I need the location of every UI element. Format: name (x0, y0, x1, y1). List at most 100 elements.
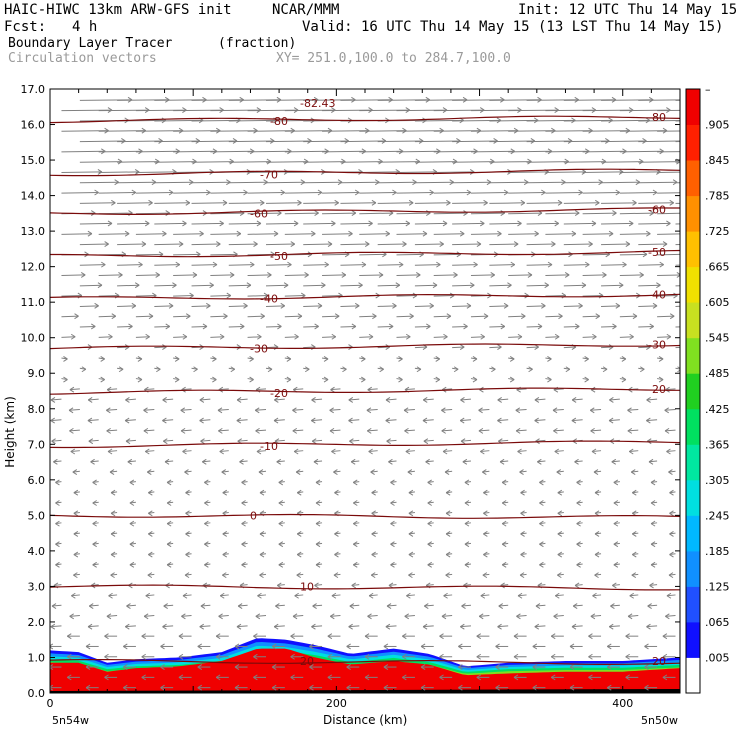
wind-vector (601, 241, 631, 247)
wind-vector (629, 592, 639, 599)
axes: 0.0 1.0 2.0 3.0 4.0 5.0 6.0 7.0 8.0 9.0 10.0 11.0 12… (21, 83, 681, 710)
wind-vector (309, 643, 323, 650)
wind-vector (420, 664, 434, 670)
wind-vector (482, 469, 490, 476)
wind-vector (210, 272, 235, 278)
wind-vector (470, 333, 485, 340)
wind-vector (458, 643, 471, 650)
wind-vector (275, 603, 285, 609)
wind-vector (215, 674, 229, 681)
wind-vector (489, 158, 532, 165)
wind-vector (228, 199, 265, 206)
wind-vector (265, 323, 282, 330)
wind-vector (346, 664, 360, 670)
wind-vector (545, 210, 580, 217)
wind-vector (464, 520, 472, 527)
wind-vector (408, 572, 415, 579)
wind-vector (200, 438, 211, 445)
wind-vector (499, 458, 509, 465)
colorbar-top-label: – (705, 83, 711, 96)
wind-vector (571, 397, 583, 403)
wind-vector (563, 158, 607, 165)
wind-vector (516, 613, 527, 620)
wind-vector (185, 530, 192, 537)
colorbar-swatch (686, 479, 700, 516)
wind-vector (366, 407, 378, 414)
wind-vector (657, 356, 664, 362)
wind-vector (125, 397, 136, 403)
y-tick-label: 14.0 (21, 190, 46, 203)
wind-vector (571, 623, 583, 630)
wind-vector (590, 386, 602, 393)
wind-vector (117, 199, 153, 206)
wind-vector (296, 572, 304, 579)
contour-label: 20 (652, 655, 666, 668)
wind-vector (55, 541, 62, 548)
wind-vector (513, 653, 527, 660)
wind-vector (79, 261, 106, 268)
colorbar-swatch (686, 302, 700, 339)
wind-vector (110, 551, 118, 558)
wind-vector (462, 458, 472, 465)
wind-vector (427, 561, 434, 568)
wind-vector (184, 572, 192, 579)
wind-vector (439, 633, 453, 640)
wind-vector (443, 592, 453, 599)
y-tick-label: 17.0 (21, 83, 46, 96)
wind-vector (675, 366, 680, 373)
wind-vector (582, 230, 614, 237)
wind-vector (239, 458, 248, 465)
wind-vector (330, 613, 341, 620)
wind-vector (79, 241, 109, 247)
wind-vector (555, 592, 564, 599)
wind-vector (470, 356, 478, 362)
wind-vector (625, 633, 639, 640)
wind-vector (191, 220, 224, 227)
field-name: Boundary Layer Tracer (8, 36, 173, 51)
contour-label: -50 (648, 246, 666, 259)
wind-vector (664, 407, 676, 414)
wind-vector (427, 500, 434, 506)
wind-vector (593, 469, 602, 476)
wind-vector (236, 417, 248, 424)
wind-vector (123, 664, 136, 670)
colorbar-label: .605 (705, 296, 730, 309)
wind-vector (476, 653, 490, 660)
colorbar-swatch (686, 550, 700, 587)
wind-vector (613, 500, 620, 506)
wind-vector (353, 561, 360, 568)
wind-vector (228, 158, 272, 165)
wind-vector (608, 417, 620, 424)
contour-label: 0 (250, 509, 257, 522)
wind-vector (545, 230, 577, 237)
wind-vector (258, 469, 267, 476)
wind-vector (520, 489, 527, 496)
wind-vector (87, 417, 99, 424)
wind-vector (591, 448, 602, 455)
wind-vector (202, 458, 211, 465)
wind-vector (329, 427, 341, 434)
contour-label: -10 (260, 440, 278, 453)
colorbar-label: .425 (705, 403, 730, 416)
wind-vector (154, 344, 167, 350)
wind-vector (98, 230, 130, 237)
wind-vector (383, 684, 397, 691)
wind-vector (340, 158, 383, 165)
wind-vector (259, 530, 267, 537)
temperature-contour (50, 293, 680, 300)
wind-vector (348, 397, 360, 403)
wind-vector (334, 489, 341, 496)
wind-vector (314, 582, 323, 589)
wind-vector (545, 333, 560, 340)
wind-vector (222, 551, 229, 558)
wind-vector (452, 302, 472, 309)
wind-vector (535, 603, 546, 609)
colorbar-label: .785 (705, 190, 730, 203)
wind-vector (385, 417, 397, 424)
wind-vector (181, 613, 192, 620)
wind-vector (576, 520, 583, 527)
wind-vector (349, 438, 360, 445)
wind-vector (199, 623, 211, 630)
wind-vector (433, 189, 472, 196)
